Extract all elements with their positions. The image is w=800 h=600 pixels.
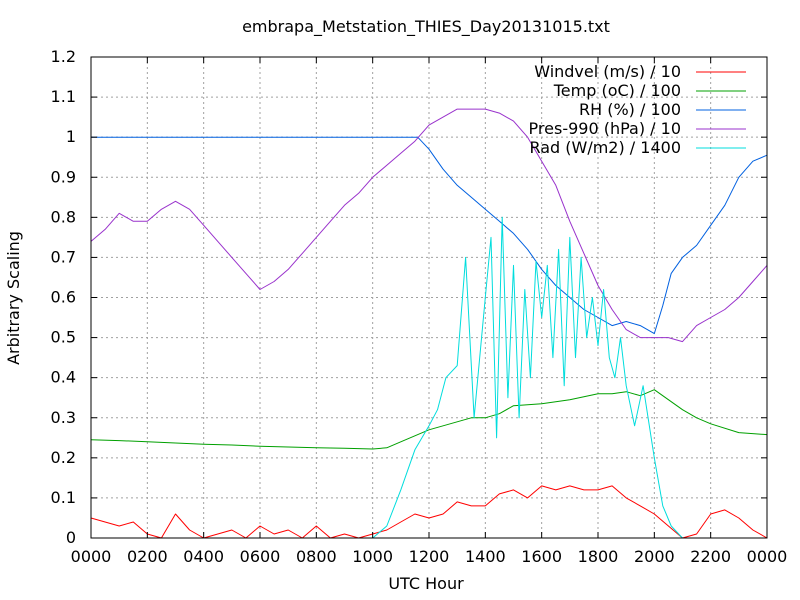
y-tick-label: 0.4 bbox=[51, 368, 76, 387]
x-tick-label: 1600 bbox=[521, 547, 562, 566]
chart-title: embrapa_Metstation_THIES_Day20131015.txt bbox=[242, 17, 610, 37]
x-tick-label: 1800 bbox=[578, 547, 619, 566]
x-tick-label: 2000 bbox=[634, 547, 675, 566]
x-tick-label: 0400 bbox=[183, 547, 224, 566]
x-tick-label: 0600 bbox=[240, 547, 281, 566]
legend-label: RH (%) / 100 bbox=[579, 100, 681, 119]
y-tick-label: 0.7 bbox=[51, 247, 76, 266]
y-tick-label: 0.9 bbox=[51, 167, 76, 186]
x-tick-label: 1400 bbox=[465, 547, 506, 566]
legend-label: Pres-990 (hPa) / 10 bbox=[529, 119, 681, 138]
y-axis-ticks: 0 0.1 0.2 0.3 0.4 0.5 0.6 0.7 0.8 0.9 1 1.1 1.2 bbox=[51, 47, 767, 547]
y-tick-label: 0.5 bbox=[51, 328, 76, 347]
y-tick-label: 1.1 bbox=[51, 87, 76, 106]
x-tick-label: 0800 bbox=[296, 547, 337, 566]
y-tick-label: 0.1 bbox=[51, 488, 76, 507]
x-tick-label: 1000 bbox=[352, 547, 393, 566]
y-tick-label: 1 bbox=[66, 127, 76, 146]
series-line-4 bbox=[90, 108, 768, 343]
y-tick-label: 0.3 bbox=[51, 408, 76, 427]
y-tick-label: 0 bbox=[66, 528, 76, 547]
x-tick-label: 2200 bbox=[690, 547, 731, 566]
y-tick-label: 0.6 bbox=[51, 288, 76, 307]
series-line-5 bbox=[91, 216, 767, 539]
y-axis-label: Arbitrary Scaling bbox=[4, 231, 23, 365]
legend-label: Temp (oC) / 100 bbox=[553, 81, 681, 100]
series-line-2 bbox=[90, 389, 768, 450]
y-tick-label: 0.8 bbox=[51, 207, 76, 226]
x-tick-label: 1200 bbox=[409, 547, 450, 566]
series-layer bbox=[90, 108, 768, 539]
x-tick-label: 0000 bbox=[71, 547, 112, 566]
x-tick-label: 0200 bbox=[127, 547, 168, 566]
x-axis-label: UTC Hour bbox=[388, 574, 464, 593]
y-tick-label: 0.2 bbox=[51, 448, 76, 467]
x-tick-label: 0000 bbox=[747, 547, 788, 566]
x-axis-ticks: 0000 0200 0400 0600 0800 1000 1200 1400 1600 1800… bbox=[71, 57, 788, 566]
series-line-3 bbox=[91, 136, 768, 335]
y-tick-label: 1.2 bbox=[51, 47, 76, 66]
legend-label: Windvel (m/s) / 10 bbox=[534, 62, 681, 81]
legend-label: Rad (W/m2) / 1400 bbox=[529, 138, 681, 157]
